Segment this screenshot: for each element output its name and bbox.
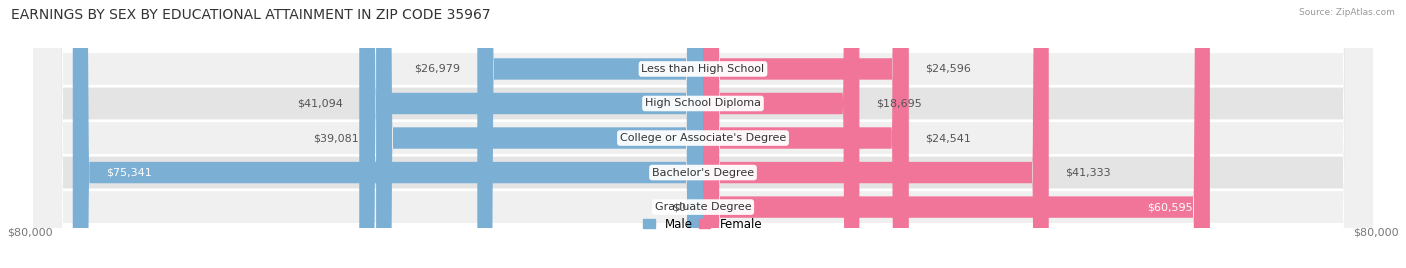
Text: $60,595: $60,595 — [1147, 202, 1194, 212]
Text: $0: $0 — [672, 202, 686, 212]
FancyBboxPatch shape — [34, 0, 1372, 268]
Text: $39,081: $39,081 — [314, 133, 360, 143]
Text: $26,979: $26,979 — [415, 64, 461, 74]
Legend: Male, Female: Male, Female — [644, 218, 762, 231]
Text: $24,596: $24,596 — [925, 64, 972, 74]
FancyBboxPatch shape — [375, 0, 703, 268]
FancyBboxPatch shape — [73, 0, 703, 268]
FancyBboxPatch shape — [34, 0, 1372, 268]
Text: College or Associate's Degree: College or Associate's Degree — [620, 133, 786, 143]
Text: $41,094: $41,094 — [297, 98, 343, 109]
Text: Less than High School: Less than High School — [641, 64, 765, 74]
FancyBboxPatch shape — [34, 0, 1372, 268]
FancyBboxPatch shape — [703, 0, 1049, 268]
FancyBboxPatch shape — [477, 0, 703, 268]
Text: $80,000: $80,000 — [1354, 228, 1399, 238]
Text: $24,541: $24,541 — [925, 133, 972, 143]
FancyBboxPatch shape — [34, 0, 1372, 268]
Text: $80,000: $80,000 — [7, 228, 52, 238]
Text: Bachelor's Degree: Bachelor's Degree — [652, 168, 754, 178]
FancyBboxPatch shape — [703, 0, 908, 268]
Text: EARNINGS BY SEX BY EDUCATIONAL ATTAINMENT IN ZIP CODE 35967: EARNINGS BY SEX BY EDUCATIONAL ATTAINMEN… — [11, 8, 491, 22]
Text: Graduate Degree: Graduate Degree — [655, 202, 751, 212]
FancyBboxPatch shape — [703, 0, 859, 268]
Text: Source: ZipAtlas.com: Source: ZipAtlas.com — [1299, 8, 1395, 17]
FancyBboxPatch shape — [360, 0, 703, 268]
Text: $75,341: $75,341 — [107, 168, 152, 178]
Text: High School Diploma: High School Diploma — [645, 98, 761, 109]
Text: $41,333: $41,333 — [1066, 168, 1111, 178]
Text: $18,695: $18,695 — [876, 98, 922, 109]
FancyBboxPatch shape — [34, 0, 1372, 268]
FancyBboxPatch shape — [703, 0, 1211, 268]
FancyBboxPatch shape — [703, 0, 908, 268]
